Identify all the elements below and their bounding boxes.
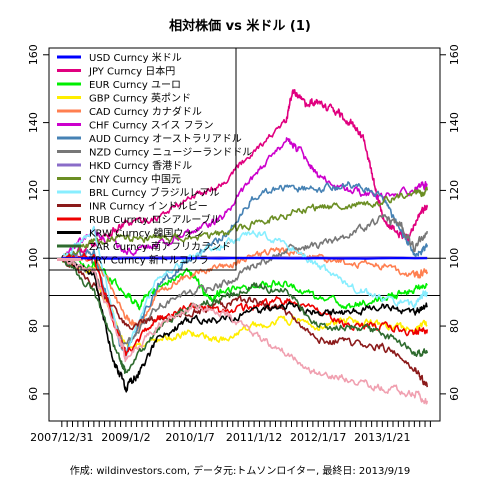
- y-tick-label-right: 80: [448, 319, 461, 333]
- x-axis: 2007/12/31 2009/1/2 2010/1/7 2011/1/12 2012/…: [30, 421, 431, 444]
- series-line-13: [61, 255, 428, 393]
- legend-label: JPY Curncy 日本円: [88, 65, 175, 78]
- y-axis-right: 60 80 100 120 140 160: [440, 44, 461, 401]
- legend-label: CNY Curncy 中国元: [89, 173, 181, 186]
- series-line-9: [61, 186, 428, 259]
- legend-label: CAD Curncy カナダドル: [89, 105, 202, 118]
- legend-label: HKD Curncy 香港ドル: [89, 160, 192, 172]
- legend-label: AUD Curncy オーストラリアドル: [89, 133, 242, 145]
- series-line-0: [61, 256, 428, 260]
- legend-label: NZD Curncy ニュージーランドドル: [89, 147, 252, 159]
- legend-label: EUR Curncy ユーロ: [89, 80, 181, 91]
- y-tick-label-right: 100: [448, 248, 461, 269]
- series-line-1: [61, 89, 428, 263]
- series-line-4: [61, 247, 428, 332]
- y-tick-label-left: 80: [27, 319, 40, 333]
- series-line-11: [61, 257, 428, 388]
- chart-caption: 作成: wildinvestors.com, データ元:トムソンロイター, 最終…: [70, 464, 410, 477]
- y-tick-label-right: 160: [448, 44, 461, 65]
- x-tick-label: 2012/1/17: [290, 431, 346, 444]
- y-tick-label-left: 140: [27, 112, 40, 133]
- x-tick-label: 2013/1/21: [354, 431, 410, 444]
- series-line-2: [61, 256, 428, 311]
- legend-label: TRY Curncy 新トルコリラ: [88, 254, 209, 267]
- y-tick-label-left: 160: [27, 44, 40, 65]
- legend-label: ZAR Curncy 南アフリカランド: [89, 240, 231, 253]
- legend-label: KRW Curncy 韓国ウォン: [89, 228, 203, 240]
- y-tick-label-right: 120: [448, 180, 461, 201]
- x-tick-label: 2009/1/2: [101, 431, 150, 444]
- x-tick-label: 2007/12/31: [30, 431, 93, 444]
- x-tick-label: 2010/1/7: [165, 431, 214, 444]
- legend-label: CHF Curncy スイス フラン: [89, 120, 214, 132]
- legend-label: USD Curncy 米ドル: [89, 51, 182, 64]
- legend-label: GBP Curncy 英ポンド: [89, 92, 191, 105]
- legend-label: BRL Curncy ブラジルレアル: [89, 186, 219, 199]
- y-tick-label-left: 60: [27, 387, 40, 401]
- series-line-5: [61, 137, 428, 259]
- legend-label: INR Curncy インドルピー: [89, 201, 208, 213]
- chart-title: 相対株価 vs 米ドル (1): [169, 18, 311, 34]
- y-tick-label-right: 140: [448, 112, 461, 133]
- legend-label: RUB Curncy ロシアルーブル: [89, 213, 221, 226]
- y-tick-label-left: 100: [27, 248, 40, 269]
- legend-box: [48, 47, 237, 271]
- y-tick-label-right: 60: [448, 387, 461, 401]
- series-line-14: [61, 256, 428, 375]
- y-axis-left: 60 80 100 120 140 160: [27, 44, 49, 401]
- x-tick-label: 2011/1/12: [226, 431, 282, 444]
- series-line-15: [61, 255, 428, 405]
- series-layer: [61, 89, 428, 405]
- y-tick-label-left: 120: [27, 180, 40, 201]
